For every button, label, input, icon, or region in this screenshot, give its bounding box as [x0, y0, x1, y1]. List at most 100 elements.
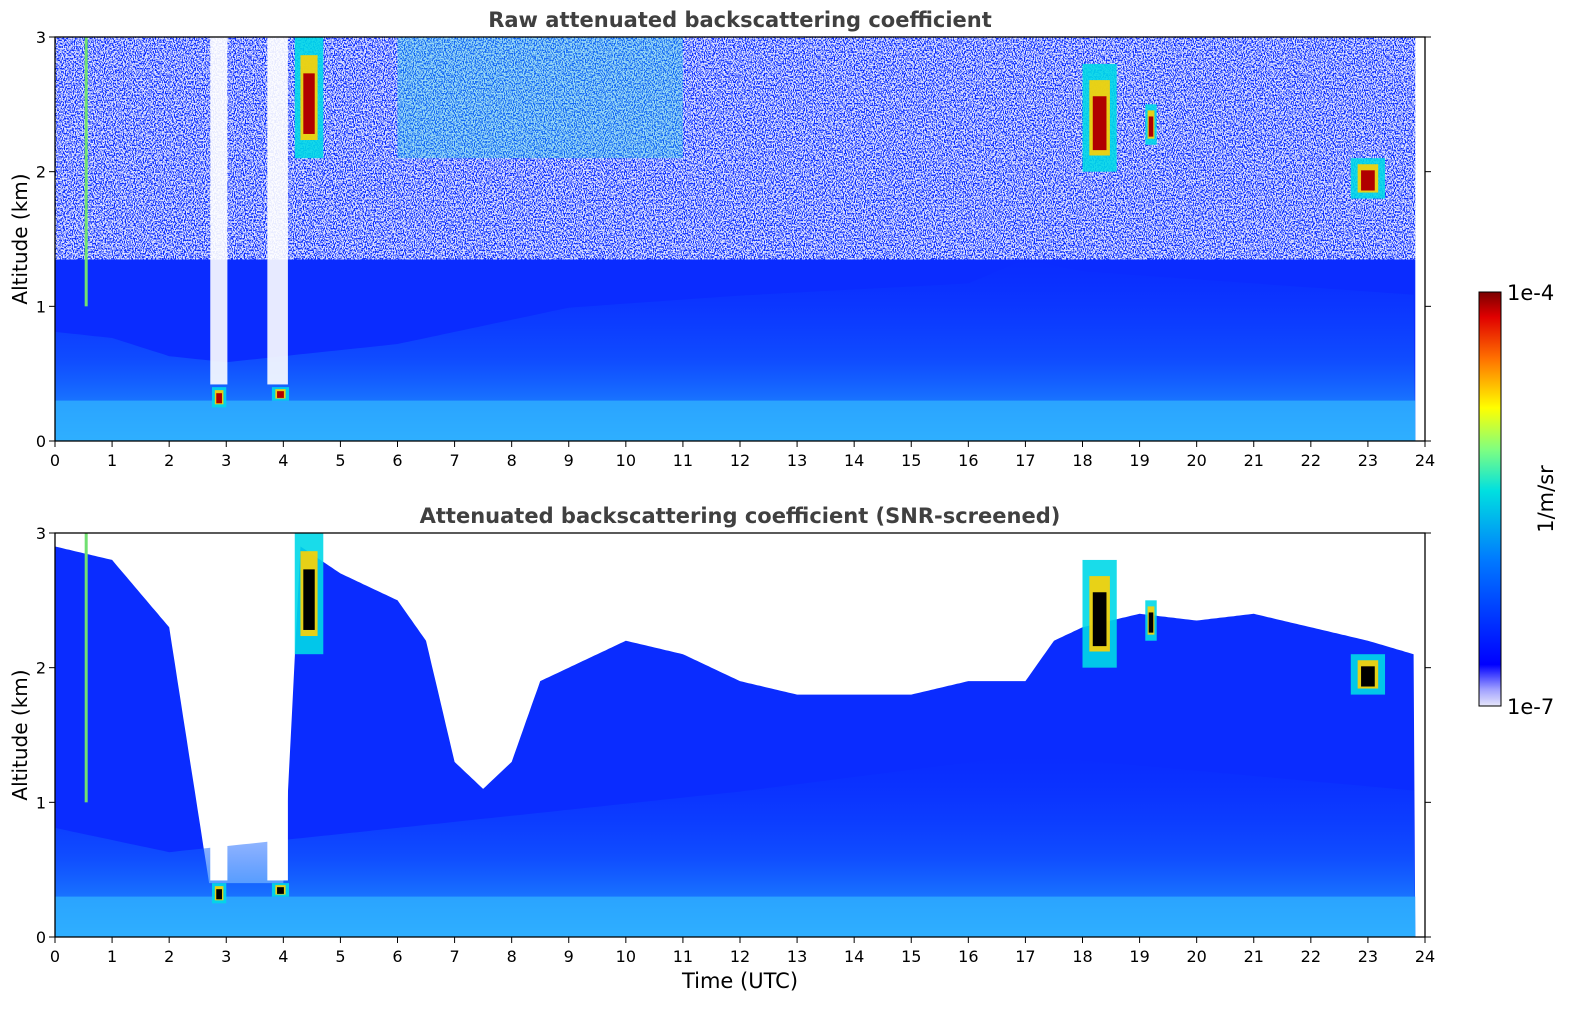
x-tick-label: 5 — [335, 947, 345, 966]
x-tick-label: 9 — [564, 451, 574, 470]
noise-speckle — [55, 37, 1416, 260]
x-tick-label: 13 — [787, 947, 807, 966]
x-tick-label: 12 — [730, 947, 750, 966]
chart-title: Attenuated backscattering coefficient (S… — [420, 504, 1061, 528]
y-tick-label: 3 — [36, 28, 46, 47]
x-tick: 16 — [958, 441, 979, 470]
vertical-streak — [84, 533, 88, 803]
x-tick: 4 — [278, 937, 288, 966]
x-tick-label: 1 — [107, 947, 117, 966]
cloud-feature — [1350, 654, 1386, 695]
y-tick-label: 3 — [36, 524, 46, 543]
x-tick-label: 8 — [507, 947, 517, 966]
noise-haze — [397, 37, 683, 159]
x-tick-label: 7 — [449, 451, 459, 470]
x-tick: 23 — [1358, 937, 1378, 966]
x-tick-label: 6 — [392, 451, 402, 470]
cloud-feature — [271, 387, 290, 401]
x-tick: 12 — [730, 441, 750, 470]
x-tick: 13 — [787, 937, 807, 966]
x-tick-label: 21 — [1244, 451, 1264, 470]
x-tick: 9 — [564, 441, 574, 470]
y-tick: 3 — [36, 28, 1431, 47]
y-tick-label: 0 — [36, 928, 46, 947]
x-tick: 14 — [844, 937, 864, 966]
x-tick: 6 — [392, 937, 403, 966]
x-tick: 10 — [616, 937, 636, 966]
boundary-layer — [55, 259, 1416, 441]
colorbar-unit-label: 1/m/sr — [1534, 465, 1558, 533]
x-tick-label: 22 — [1301, 451, 1321, 470]
cloud-feature — [1082, 559, 1117, 668]
x-tick: 15 — [901, 441, 921, 470]
x-tick-label: 0 — [50, 451, 60, 470]
cloud-feature — [211, 883, 227, 904]
vertical-streak — [84, 37, 88, 307]
heatmap-area — [55, 37, 1416, 441]
y-tick: 3 — [36, 524, 1431, 543]
x-tick: 22 — [1301, 441, 1321, 470]
x-tick: 19 — [1129, 441, 1150, 470]
x-tick-label: 19 — [1129, 451, 1149, 470]
x-axis-label: Time (UTC) — [681, 969, 798, 993]
x-tick-label: 4 — [278, 947, 288, 966]
x-tick-label: 8 — [507, 451, 517, 470]
x-tick-label: 3 — [221, 451, 231, 470]
x-tick: 3 — [221, 937, 231, 966]
x-tick: 14 — [844, 441, 864, 470]
colorbar: 1e-4 1e-7 1/m/sr — [1478, 281, 1558, 719]
x-tick-label: 15 — [901, 451, 921, 470]
x-tick: 8 — [507, 937, 517, 966]
y-axis-ticks: 0 1 2 3 — [36, 524, 1431, 947]
x-axis-ticks: 0 1 2 3 4 5 6 7 8 9 10 11 12 13 14 15 16 17 18 19 20 21 22 23 24 — [50, 937, 1435, 966]
cloud-feature — [211, 387, 227, 408]
x-tick: 11 — [673, 937, 693, 966]
x-tick-label: 19 — [1129, 947, 1149, 966]
x-tick: 2 — [164, 937, 174, 966]
x-tick: 1 — [107, 441, 117, 470]
y-tick: 1 — [36, 793, 1431, 812]
x-tick: 24 — [1415, 937, 1435, 966]
x-tick: 10 — [616, 441, 636, 470]
x-tick: 2 — [164, 441, 174, 470]
x-tick-label: 10 — [616, 451, 636, 470]
surface-layer — [55, 400, 1416, 441]
x-tick: 6 — [392, 441, 403, 470]
x-tick-label: 18 — [1072, 947, 1092, 966]
y-tick-label: 2 — [36, 659, 46, 678]
x-tick: 11 — [673, 441, 693, 470]
x-tick: 17 — [1015, 937, 1036, 966]
signal-gap — [267, 533, 288, 881]
x-tick: 16 — [958, 937, 979, 966]
heatmap-area — [55, 533, 1416, 937]
y-tick: 1 — [36, 297, 1431, 316]
x-tick: 24 — [1415, 441, 1435, 470]
x-tick: 21 — [1244, 441, 1264, 470]
x-tick: 20 — [1186, 937, 1207, 966]
x-tick-label: 21 — [1244, 947, 1264, 966]
signal-gap — [210, 533, 228, 881]
colorbar-gradient — [1478, 291, 1502, 707]
x-tick: 4 — [278, 441, 288, 470]
signal-gap — [210, 37, 228, 385]
x-tick: 20 — [1186, 441, 1207, 470]
cloud-feature — [1350, 158, 1386, 199]
x-tick: 23 — [1358, 441, 1378, 470]
x-tick: 15 — [901, 937, 921, 966]
colorbar-min-label: 1e-7 — [1507, 695, 1554, 719]
x-tick: 3 — [221, 441, 231, 470]
signal-gap — [267, 37, 288, 385]
chart-title: Raw attenuated backscattering coefficien… — [488, 8, 992, 32]
x-tick: 0 — [50, 937, 60, 966]
x-tick: 22 — [1301, 937, 1321, 966]
x-tick: 5 — [335, 441, 346, 470]
y-tick: 2 — [36, 659, 1431, 678]
x-tick-label: 20 — [1186, 451, 1206, 470]
screened-backscatter-panel: Attenuated backscattering coefficient (S… — [8, 504, 1435, 993]
x-tick-label: 24 — [1415, 947, 1435, 966]
x-tick-label: 17 — [1015, 451, 1035, 470]
x-tick: 7 — [449, 937, 460, 966]
x-tick-label: 3 — [221, 947, 231, 966]
x-tick-label: 4 — [278, 451, 288, 470]
cloud-feature — [1145, 104, 1157, 145]
